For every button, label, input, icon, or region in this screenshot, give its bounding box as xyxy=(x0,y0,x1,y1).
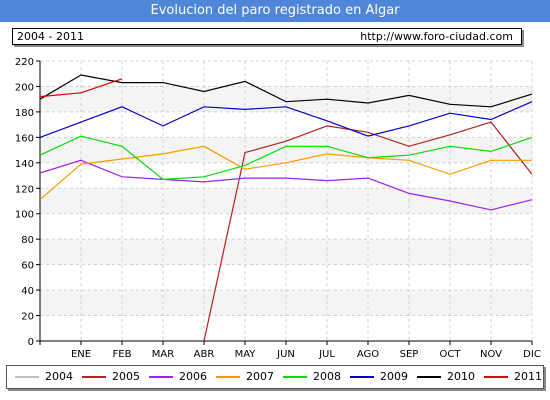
y-tick-label: 180 xyxy=(15,108,34,119)
legend-label: 2006 xyxy=(179,370,207,383)
source-url: http://www.foro-ciudad.com xyxy=(360,30,513,43)
legend-label: 2007 xyxy=(246,370,274,383)
series-line-2009 xyxy=(39,101,533,138)
y-tick-label: 20 xyxy=(21,312,34,323)
x-tick-label: FEB xyxy=(113,349,132,360)
series-line-2011 xyxy=(39,78,123,98)
x-tick-label: MAY xyxy=(235,349,257,360)
series-line-2006 xyxy=(39,159,533,211)
y-tick-label: 80 xyxy=(21,235,34,246)
legend-swatch xyxy=(484,376,508,378)
chart-legend: 2004 2005 2006 2007 2008 2009 2010 2011 xyxy=(6,365,544,389)
legend-label: 2008 xyxy=(313,370,341,383)
legend-swatch xyxy=(15,376,39,378)
y-tick-label: 0 xyxy=(28,337,34,348)
year-range: 2004 - 2011 xyxy=(17,30,84,43)
series-line-2005 xyxy=(203,121,533,342)
x-tick-label: JUN xyxy=(276,349,295,360)
y-tick-label: 40 xyxy=(21,286,34,297)
line-chart: 0 20 40 60 80 100 120 140 160 180 200 220 ENE FEB MAR A… xyxy=(15,57,541,360)
legend-label: 2005 xyxy=(112,370,140,383)
y-tick-label: 100 xyxy=(15,210,34,221)
legend-swatch xyxy=(350,376,374,378)
legend-swatch xyxy=(82,376,106,378)
legend-swatch xyxy=(417,376,441,378)
y-tick-label: 220 xyxy=(15,57,34,68)
legend-label: 2004 xyxy=(45,370,73,383)
series-line-2010 xyxy=(39,74,533,108)
x-tick-label: OCT xyxy=(440,349,462,360)
legend-label: 2009 xyxy=(380,370,408,383)
x-tick-label: DIC xyxy=(523,349,541,360)
legend-swatch xyxy=(216,376,240,378)
y-tick-label: 140 xyxy=(15,159,34,170)
x-tick-label: AGO xyxy=(357,349,379,360)
info-box: 2004 - 2011 http://www.foro-ciudad.com xyxy=(12,28,522,45)
series-line-2007 xyxy=(39,145,532,201)
x-tick-label: MAR xyxy=(152,349,174,360)
chart-title: Evolucion del paro registrado en Algar xyxy=(0,0,550,22)
x-tick-label: JUL xyxy=(318,349,335,360)
x-tick-label: SEP xyxy=(400,349,419,360)
y-tick-label: 200 xyxy=(15,82,34,93)
y-tick-label: 160 xyxy=(15,133,34,144)
legend-label: 2011 xyxy=(514,370,542,383)
x-tick-label: ENE xyxy=(71,349,91,360)
series-line-2008 xyxy=(39,135,533,181)
legend-swatch xyxy=(149,376,173,378)
y-tick-label: 60 xyxy=(21,261,34,272)
y-tick-label: 120 xyxy=(15,184,34,195)
legend-swatch xyxy=(283,376,307,378)
x-tick-label: NOV xyxy=(480,349,502,360)
x-tick-label: ABR xyxy=(194,349,215,360)
legend-label: 2010 xyxy=(447,370,475,383)
